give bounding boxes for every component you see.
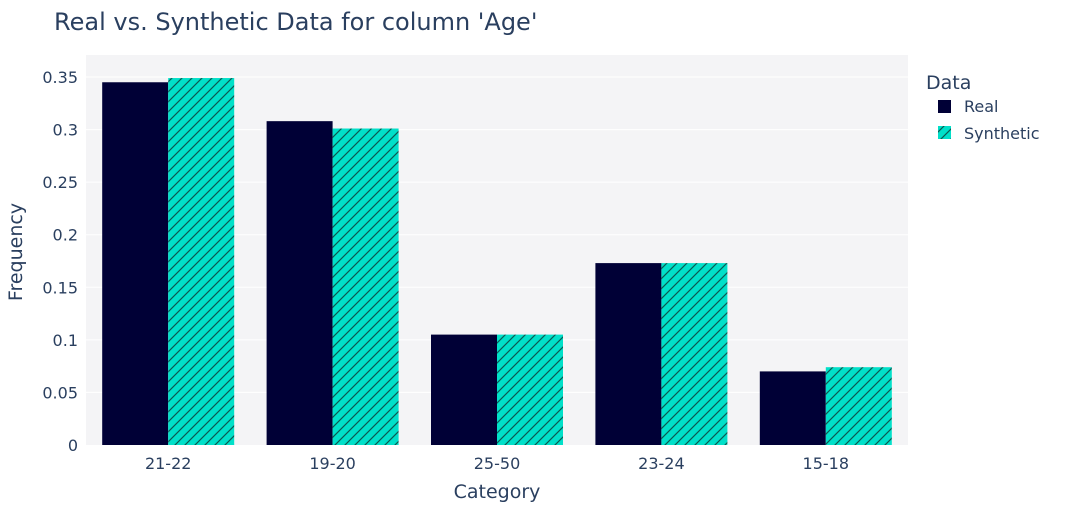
bars bbox=[102, 78, 892, 446]
x-axis-ticks: 21-22 19-20 25-50 23-24 15-18 bbox=[145, 454, 849, 473]
bar-real-15-18[interactable] bbox=[759, 371, 826, 445]
x-tick-label: 23-24 bbox=[638, 454, 685, 473]
bar-real-23-24[interactable] bbox=[595, 263, 662, 445]
bar-synthetic-21-22[interactable] bbox=[168, 78, 235, 446]
y-tick-label: 0.25 bbox=[42, 173, 78, 192]
y-tick-label: 0.15 bbox=[42, 278, 78, 297]
y-tick-label: 0.35 bbox=[42, 68, 78, 87]
y-axis-ticks: 0 0.05 0.1 0.15 0.2 0.25 0.3 0.35 bbox=[42, 68, 78, 455]
bar-synthetic-19-20[interactable] bbox=[332, 128, 399, 445]
legend-item-real[interactable]: Real bbox=[938, 97, 999, 116]
y-tick-label: 0.3 bbox=[53, 121, 78, 140]
bar-real-19-20[interactable] bbox=[266, 121, 333, 445]
y-tick-label: 0 bbox=[68, 436, 78, 455]
y-axis-label: Frequency bbox=[5, 203, 27, 301]
y-tick-label: 0.2 bbox=[53, 226, 78, 245]
bar-synthetic-25-50[interactable] bbox=[497, 334, 563, 445]
legend: Data Real Synthetic bbox=[926, 72, 1040, 143]
legend-item-synthetic[interactable]: Synthetic bbox=[938, 124, 1040, 143]
legend-label-real: Real bbox=[964, 97, 999, 116]
chart-title: Real vs. Synthetic Data for column 'Age' bbox=[54, 8, 537, 36]
bar-synthetic-15-18[interactable] bbox=[825, 367, 892, 445]
bar-real-25-50[interactable] bbox=[431, 334, 497, 445]
x-tick-label: 19-20 bbox=[309, 454, 356, 473]
legend-label-synthetic: Synthetic bbox=[964, 124, 1040, 143]
x-tick-label: 25-50 bbox=[474, 454, 521, 473]
bar-real-21-22[interactable] bbox=[102, 82, 169, 445]
legend-swatch-real bbox=[938, 100, 951, 113]
y-tick-label: 0.05 bbox=[42, 383, 78, 402]
legend-title: Data bbox=[926, 72, 971, 94]
y-tick-label: 0.1 bbox=[53, 331, 78, 350]
x-axis-label: Category bbox=[454, 481, 541, 503]
legend-swatch-synthetic bbox=[938, 126, 951, 139]
bar-synthetic-23-24[interactable] bbox=[661, 263, 728, 445]
x-tick-label: 21-22 bbox=[145, 454, 192, 473]
x-tick-label: 15-18 bbox=[803, 454, 850, 473]
